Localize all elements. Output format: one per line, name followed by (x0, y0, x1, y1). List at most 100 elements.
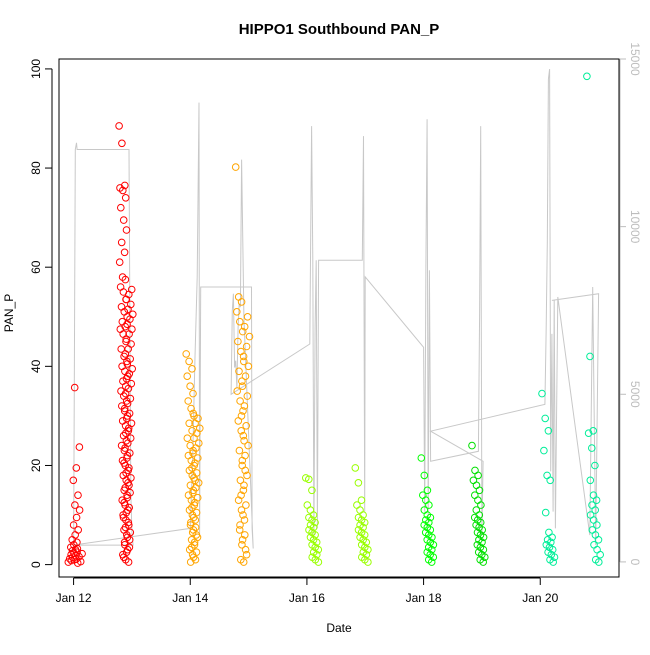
chart-title: HIPPO1 Southbound PAN_P (239, 21, 440, 38)
data-point (243, 471, 251, 480)
data-point (236, 521, 244, 529)
data-point (241, 545, 250, 554)
data-point (239, 511, 247, 519)
data-point (240, 436, 248, 445)
data-point (429, 553, 438, 562)
data-point (127, 474, 135, 482)
data-point (241, 372, 250, 381)
data-point (119, 186, 127, 195)
data-point (70, 383, 79, 392)
data-point (185, 419, 193, 428)
data-point (593, 521, 601, 529)
data-point (193, 533, 202, 542)
y2-tick-label: 10000 (628, 210, 642, 244)
data-point (468, 441, 476, 450)
data-point (309, 511, 318, 519)
data-point (475, 511, 484, 519)
data-point (360, 531, 369, 539)
data-point (235, 367, 243, 376)
data-point (546, 476, 555, 485)
data-point (194, 414, 202, 423)
data-point (544, 427, 553, 435)
data-point (590, 541, 598, 549)
data-point (72, 513, 81, 522)
data-point (588, 444, 596, 452)
data-point (235, 526, 244, 534)
data-point (364, 545, 372, 554)
data-point (240, 357, 248, 366)
data-point (187, 404, 195, 413)
x-tick-label: Jan 14 (172, 591, 208, 605)
data-point (183, 434, 192, 443)
data-point (589, 427, 598, 435)
data-point (479, 545, 488, 554)
data-point (244, 362, 253, 371)
data-point (127, 300, 135, 309)
data-point (126, 449, 134, 457)
data-point (545, 528, 553, 537)
data-point (124, 427, 133, 435)
data-point (309, 523, 318, 532)
data-point (125, 464, 133, 472)
y2-tick-label: 15000 (628, 42, 642, 76)
data-point (584, 429, 593, 438)
axes-layer: Jan 12 Jan 14 Jan 16 Jan 18 Jan 20 0 20 40 60 80 1… (29, 42, 642, 605)
data-point (592, 496, 601, 505)
data-point (354, 479, 363, 487)
data-point (242, 550, 251, 559)
data-point (196, 424, 204, 433)
data-point (69, 476, 78, 485)
data-point (238, 377, 246, 386)
data-point (240, 481, 248, 490)
data-point (237, 506, 246, 514)
points-layer (64, 72, 605, 567)
data-point (236, 397, 244, 405)
altitude-layer (72, 69, 600, 552)
data-point (69, 521, 78, 529)
data-point (423, 486, 432, 495)
data-point (74, 491, 82, 500)
data-point (115, 122, 123, 130)
data-point (233, 387, 241, 395)
data-point (117, 238, 126, 247)
data-point (238, 541, 246, 549)
data-point (241, 531, 249, 539)
data-point (128, 325, 136, 334)
data-point (233, 308, 241, 316)
x-tick-label: Jan 20 (522, 591, 558, 605)
y2-tick-label: 5000 (628, 381, 642, 408)
data-point (243, 392, 252, 400)
data-point (474, 471, 482, 480)
data-point (312, 538, 321, 547)
data-point (356, 506, 364, 514)
data-point (362, 550, 371, 559)
data-point (117, 203, 125, 212)
data-point (583, 72, 591, 81)
data-point (425, 501, 433, 509)
data-point (234, 293, 243, 301)
data-point (239, 431, 248, 440)
data-point (594, 536, 603, 544)
data-point (548, 545, 557, 554)
data-point (239, 486, 248, 495)
data-point (474, 496, 482, 505)
data-point (120, 248, 129, 257)
data-point (75, 443, 84, 451)
data-point (477, 501, 485, 509)
data-point (121, 350, 130, 358)
y-tick-label: 0 (29, 561, 43, 568)
data-point (359, 511, 367, 519)
data-point (240, 516, 249, 524)
data-point (476, 518, 485, 527)
data-point (122, 295, 130, 304)
data-point (429, 541, 438, 549)
data-point (417, 454, 426, 462)
data-point (538, 389, 546, 398)
data-point (239, 558, 248, 566)
data-point (239, 407, 247, 415)
data-point (479, 558, 488, 566)
data-point (547, 538, 555, 547)
data-point (127, 379, 136, 388)
data-point (242, 501, 250, 509)
